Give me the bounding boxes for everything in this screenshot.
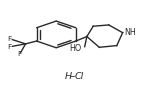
Text: Cl: Cl [74, 72, 84, 81]
Text: NH: NH [124, 28, 136, 37]
Text: F: F [7, 44, 12, 50]
Text: F: F [18, 51, 22, 57]
Text: HO: HO [69, 44, 81, 53]
Text: F: F [7, 36, 12, 42]
Text: –: – [69, 71, 75, 81]
Text: H: H [64, 72, 71, 81]
